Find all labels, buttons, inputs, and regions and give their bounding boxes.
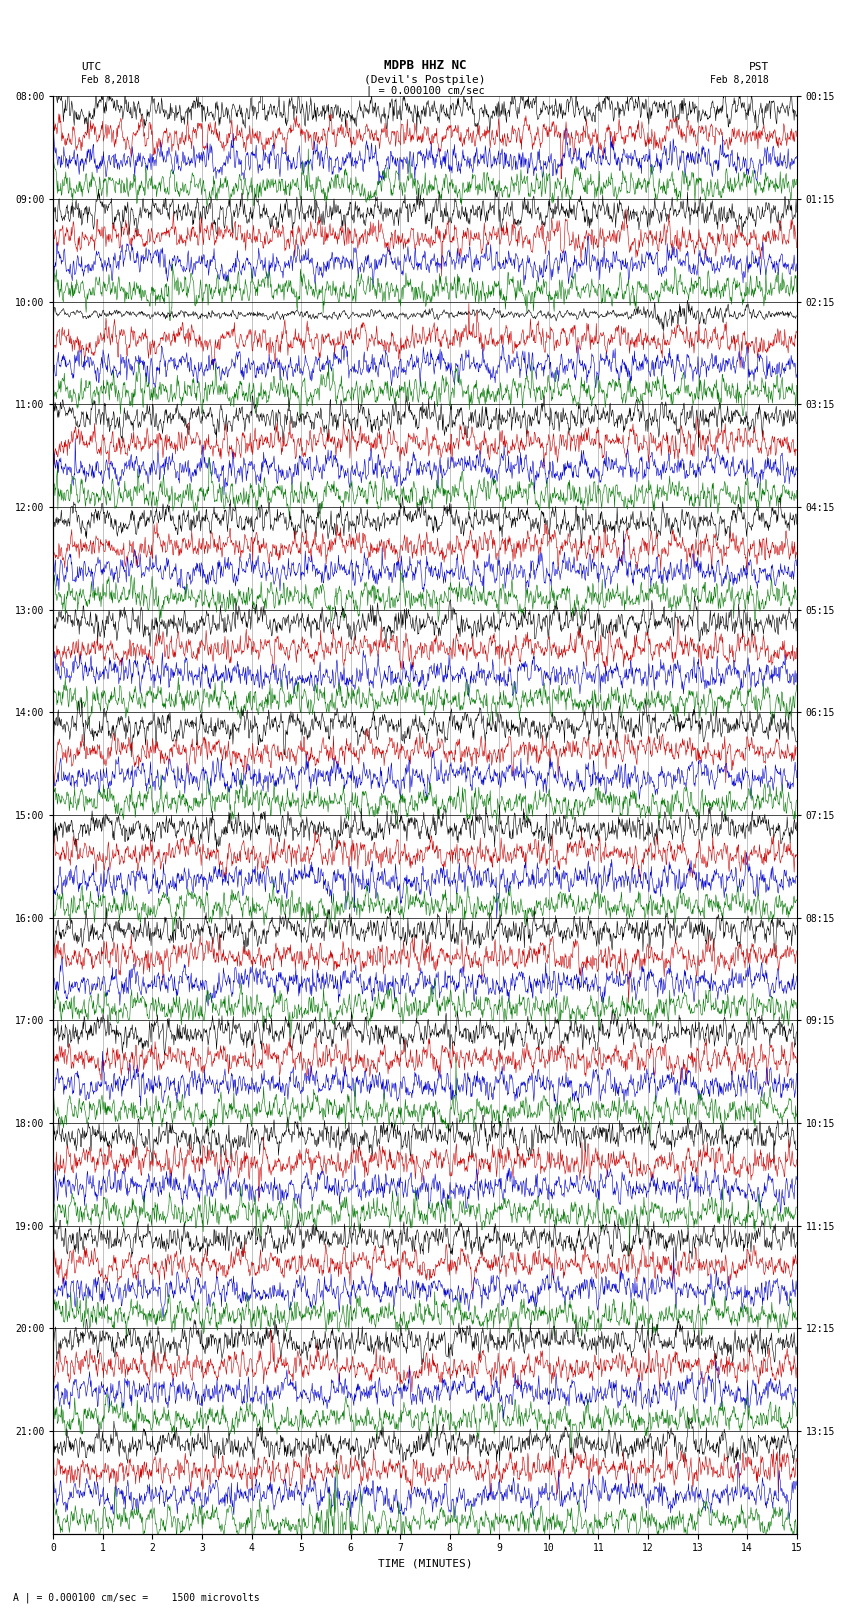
X-axis label: TIME (MINUTES): TIME (MINUTES) [377, 1560, 473, 1569]
Text: (Devil's Postpile): (Devil's Postpile) [365, 74, 485, 84]
Text: Feb 8,2018: Feb 8,2018 [711, 74, 769, 84]
Text: UTC: UTC [81, 61, 101, 71]
Text: A | = 0.000100 cm/sec =    1500 microvolts: A | = 0.000100 cm/sec = 1500 microvolts [13, 1592, 259, 1603]
Text: PST: PST [749, 61, 769, 71]
Text: Feb 8,2018: Feb 8,2018 [81, 74, 139, 84]
Text: | = 0.000100 cm/sec: | = 0.000100 cm/sec [366, 85, 484, 97]
Text: MDPB HHZ NC: MDPB HHZ NC [383, 58, 467, 71]
